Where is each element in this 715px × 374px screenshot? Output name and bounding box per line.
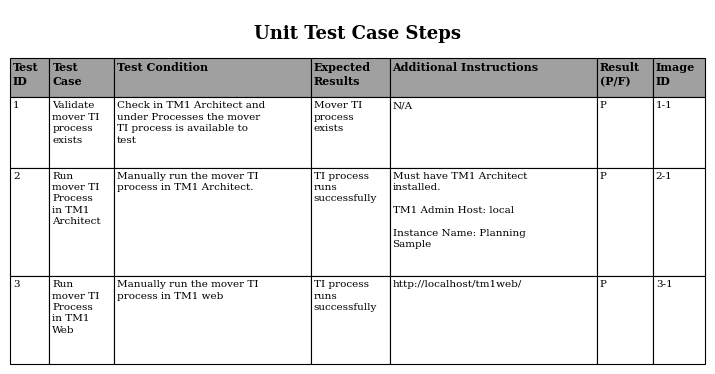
Text: Test Condition: Test Condition <box>117 62 207 73</box>
Text: 2-1: 2-1 <box>656 172 673 181</box>
Bar <box>653 97 705 168</box>
Bar <box>311 276 390 364</box>
Bar <box>10 97 49 168</box>
Text: Test
ID: Test ID <box>13 62 39 87</box>
Text: TI process
runs
successfully: TI process runs successfully <box>314 172 377 203</box>
Text: Run
mover TI
Process
in TM1
Architect: Run mover TI Process in TM1 Architect <box>52 172 101 226</box>
Bar <box>311 97 390 168</box>
Text: http://localhost/tm1web/: http://localhost/tm1web/ <box>393 280 522 289</box>
Bar <box>653 276 705 364</box>
Text: 1-1: 1-1 <box>656 101 673 110</box>
Bar <box>596 168 653 276</box>
Text: Manually run the mover TI
process in TM1 Architect.: Manually run the mover TI process in TM1… <box>117 172 258 192</box>
Text: 2: 2 <box>13 172 19 181</box>
Text: Run
mover TI
Process
in TM1
Web: Run mover TI Process in TM1 Web <box>52 280 100 335</box>
Text: P: P <box>600 172 606 181</box>
Bar <box>596 58 653 97</box>
Bar <box>49 168 114 276</box>
Text: Manually run the mover TI
process in TM1 web: Manually run the mover TI process in TM1… <box>117 280 258 301</box>
Text: N/A: N/A <box>393 101 413 110</box>
Text: 1: 1 <box>13 101 19 110</box>
Bar <box>596 276 653 364</box>
Text: 3-1: 3-1 <box>656 280 673 289</box>
Text: P: P <box>600 101 606 110</box>
Bar <box>10 58 49 97</box>
Text: Additional Instructions: Additional Instructions <box>393 62 538 73</box>
Bar <box>390 168 596 276</box>
Bar <box>653 58 705 97</box>
Text: 3: 3 <box>13 280 19 289</box>
Text: Mover TI
process
exists: Mover TI process exists <box>314 101 362 133</box>
Text: Must have TM1 Architect
installed.

TM1 Admin Host: local

Instance Name: Planni: Must have TM1 Architect installed. TM1 A… <box>393 172 527 249</box>
Bar <box>653 168 705 276</box>
Bar <box>390 58 596 97</box>
Text: Validate
mover TI
process
exists: Validate mover TI process exists <box>52 101 100 145</box>
Bar <box>49 58 114 97</box>
Text: TI process
runs
successfully: TI process runs successfully <box>314 280 377 312</box>
Text: Check in TM1 Architect and
under Processes the mover
TI process is available to
: Check in TM1 Architect and under Process… <box>117 101 265 145</box>
Bar <box>10 276 49 364</box>
Bar <box>311 58 390 97</box>
Bar <box>114 168 311 276</box>
Text: Image
ID: Image ID <box>656 62 695 87</box>
Text: Result
(P/F): Result (P/F) <box>600 62 640 87</box>
Text: P: P <box>600 280 606 289</box>
Bar <box>114 97 311 168</box>
Bar <box>390 276 596 364</box>
Bar <box>311 168 390 276</box>
Text: Test
Case: Test Case <box>52 62 82 87</box>
Bar <box>596 97 653 168</box>
Bar <box>390 97 596 168</box>
Bar <box>114 58 311 97</box>
Text: Expected
Results: Expected Results <box>314 62 371 87</box>
Text: Unit Test Case Steps: Unit Test Case Steps <box>254 25 461 43</box>
Bar <box>49 276 114 364</box>
Bar <box>10 168 49 276</box>
Bar <box>49 97 114 168</box>
Bar <box>114 276 311 364</box>
